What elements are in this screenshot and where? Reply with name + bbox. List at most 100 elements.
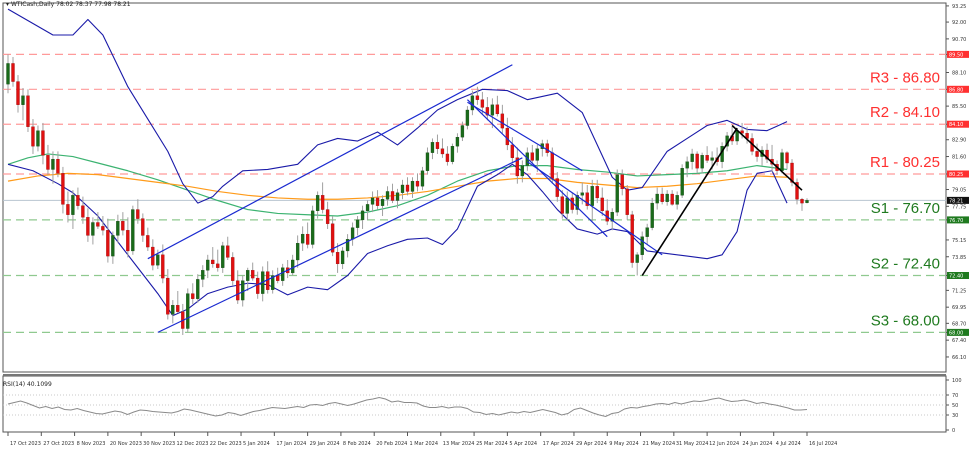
bull-candle[interactable] bbox=[400, 184, 405, 193]
bull-candle[interactable] bbox=[655, 193, 659, 204]
bear-candle[interactable] bbox=[335, 252, 340, 265]
bear-candle[interactable] bbox=[106, 230, 110, 257]
bear-candle[interactable] bbox=[475, 95, 480, 100]
bull-candle[interactable] bbox=[300, 233, 305, 244]
bull-candle[interactable] bbox=[690, 153, 694, 162]
bear-candle[interactable] bbox=[231, 257, 235, 281]
bear-candle[interactable] bbox=[176, 305, 180, 312]
bull-candle[interactable] bbox=[281, 267, 285, 281]
ascending-channel-upper[interactable] bbox=[147, 64, 513, 260]
bear-candle[interactable] bbox=[226, 245, 230, 258]
bear-candle[interactable] bbox=[61, 173, 65, 205]
bull-candle[interactable] bbox=[271, 275, 275, 290]
bear-candle[interactable] bbox=[86, 217, 90, 236]
bear-candle[interactable] bbox=[795, 182, 799, 200]
bull-candle[interactable] bbox=[171, 305, 175, 315]
ascending-channel-mid[interactable] bbox=[467, 101, 583, 172]
bull-candle[interactable] bbox=[460, 125, 465, 138]
bear-candle[interactable] bbox=[166, 277, 170, 315]
bull-candle[interactable] bbox=[201, 270, 205, 280]
bear-candle[interactable] bbox=[66, 204, 70, 215]
bear-candle[interactable] bbox=[56, 158, 60, 174]
bear-candle[interactable] bbox=[560, 196, 564, 214]
bull-candle[interactable] bbox=[420, 170, 425, 187]
bull-candle[interactable] bbox=[290, 259, 295, 274]
bear-candle[interactable] bbox=[440, 148, 445, 155]
bull-candle[interactable] bbox=[395, 192, 400, 201]
bear-candle[interactable] bbox=[76, 195, 80, 206]
bear-candle[interactable] bbox=[41, 130, 45, 156]
bear-candle[interactable] bbox=[625, 188, 629, 215]
bear-candle[interactable] bbox=[765, 149, 769, 160]
downtrend-line[interactable] bbox=[731, 124, 803, 191]
bear-candle[interactable] bbox=[256, 277, 260, 294]
bull-candle[interactable] bbox=[455, 136, 460, 147]
bull-candle[interactable] bbox=[430, 142, 435, 153]
bear-candle[interactable] bbox=[325, 209, 330, 224]
bull-candle[interactable] bbox=[615, 174, 619, 213]
bear-candle[interactable] bbox=[595, 186, 599, 199]
bull-candle[interactable] bbox=[805, 200, 809, 203]
bear-candle[interactable] bbox=[236, 280, 240, 301]
bear-candle[interactable] bbox=[405, 184, 410, 192]
bull-candle[interactable] bbox=[315, 195, 320, 212]
bear-candle[interactable] bbox=[216, 263, 220, 268]
bear-candle[interactable] bbox=[530, 152, 534, 161]
bear-candle[interactable] bbox=[790, 162, 794, 183]
bear-candle[interactable] bbox=[670, 193, 674, 205]
bear-candle[interactable] bbox=[785, 152, 789, 164]
bull-candle[interactable] bbox=[71, 195, 75, 215]
bear-candle[interactable] bbox=[435, 142, 440, 149]
bull-candle[interactable] bbox=[710, 157, 714, 161]
bear-candle[interactable] bbox=[320, 195, 325, 210]
bear-candle[interactable] bbox=[585, 192, 589, 206]
bull-candle[interactable] bbox=[635, 254, 639, 263]
bull-candle[interactable] bbox=[735, 130, 739, 142]
bear-candle[interactable] bbox=[136, 209, 140, 219]
bull-candle[interactable] bbox=[610, 211, 614, 222]
bull-candle[interactable] bbox=[21, 95, 25, 105]
bear-candle[interactable] bbox=[550, 152, 554, 179]
bear-candle[interactable] bbox=[31, 126, 35, 147]
bear-candle[interactable] bbox=[191, 293, 195, 299]
bull-candle[interactable] bbox=[410, 180, 415, 192]
bear-candle[interactable] bbox=[96, 222, 100, 227]
bear-candle[interactable] bbox=[46, 155, 50, 170]
bear-candle[interactable] bbox=[480, 99, 485, 108]
bull-candle[interactable] bbox=[575, 195, 579, 210]
bull-candle[interactable] bbox=[365, 204, 370, 212]
bear-candle[interactable] bbox=[515, 157, 520, 177]
bull-candle[interactable] bbox=[675, 195, 679, 205]
bull-candle[interactable] bbox=[385, 191, 390, 200]
bear-candle[interactable] bbox=[620, 174, 624, 190]
bull-candle[interactable] bbox=[590, 186, 594, 206]
bull-candle[interactable] bbox=[355, 219, 360, 228]
bear-candle[interactable] bbox=[485, 107, 490, 116]
bear-candle[interactable] bbox=[375, 197, 380, 206]
bull-candle[interactable] bbox=[580, 192, 584, 196]
bull-candle[interactable] bbox=[380, 199, 385, 206]
bear-candle[interactable] bbox=[660, 193, 664, 202]
bull-candle[interactable] bbox=[520, 165, 525, 177]
bull-candle[interactable] bbox=[370, 197, 375, 205]
bull-candle[interactable] bbox=[6, 63, 10, 85]
bear-candle[interactable] bbox=[251, 270, 255, 279]
bear-candle[interactable] bbox=[500, 113, 505, 129]
bear-candle[interactable] bbox=[695, 153, 699, 169]
bear-candle[interactable] bbox=[121, 221, 125, 231]
bull-candle[interactable] bbox=[350, 227, 355, 240]
bull-candle[interactable] bbox=[645, 227, 649, 237]
bear-candle[interactable] bbox=[415, 180, 420, 187]
bear-candle[interactable] bbox=[126, 230, 130, 252]
bear-candle[interactable] bbox=[211, 259, 215, 265]
bear-candle[interactable] bbox=[740, 130, 744, 134]
bear-candle[interactable] bbox=[161, 254, 165, 279]
bear-candle[interactable] bbox=[505, 127, 510, 146]
bull-candle[interactable] bbox=[665, 193, 669, 202]
bear-candle[interactable] bbox=[101, 226, 105, 231]
bear-candle[interactable] bbox=[276, 275, 280, 281]
bull-candle[interactable] bbox=[340, 250, 345, 265]
bull-candle[interactable] bbox=[780, 152, 784, 171]
bear-candle[interactable] bbox=[445, 153, 450, 162]
bull-candle[interactable] bbox=[650, 202, 654, 228]
